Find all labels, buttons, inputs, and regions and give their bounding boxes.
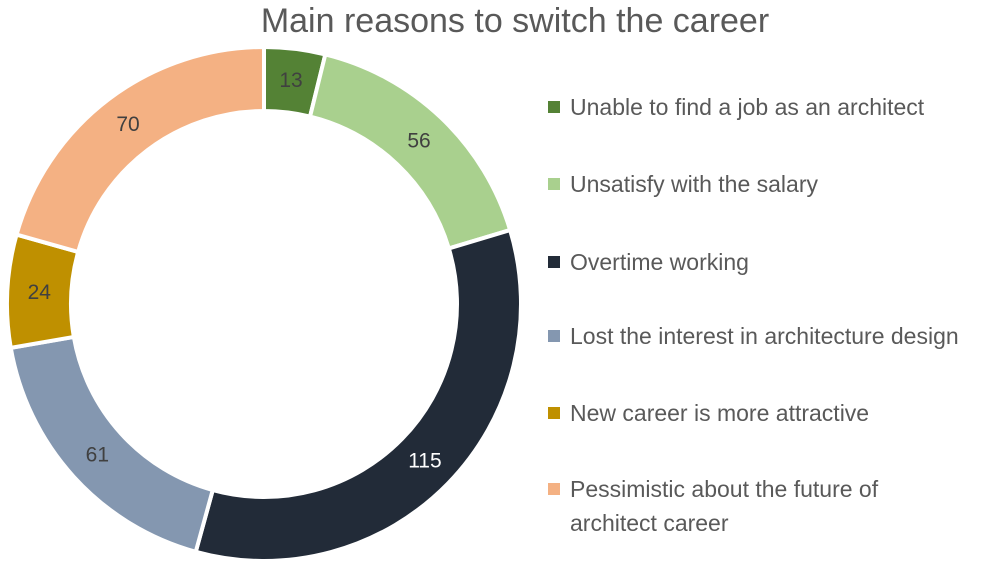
legend-item-unable-to-find-job: Unable to find a job as an architect [548, 90, 988, 124]
slice-value-label-lost-interest: 61 [86, 444, 109, 467]
slice-value-label-new-career: 24 [28, 281, 52, 304]
legend-item-pessimistic: Pessimistic about the future of architec… [548, 472, 968, 540]
legend-label: Unable to find a job as an architect [570, 94, 925, 120]
legend-item-new-career: New career is more attractive [548, 396, 988, 430]
legend-label: Overtime working [570, 249, 749, 275]
slice-value-label-overtime: 115 [408, 450, 441, 473]
legend-item-lost-interest: Lost the interest in architecture design [548, 319, 988, 353]
legend-label: New career is more attractive [570, 400, 870, 426]
legend-label: Lost the interest in architecture design [570, 323, 959, 349]
donut-slice-pessimistic [14, 44, 266, 255]
legend-swatch [548, 178, 560, 190]
legend-label: Pessimistic about the future of architec… [570, 476, 879, 536]
legend-swatch [548, 483, 560, 495]
slice-value-label-unable-to-find-job: 13 [279, 69, 302, 92]
legend-item-overtime: Overtime working [548, 245, 988, 279]
slice-value-label-pessimistic: 70 [116, 113, 139, 136]
donut-slice-overtime [193, 227, 523, 561]
legend-swatch [548, 256, 560, 268]
legend-item-salary: Unsatisfy with the salary [548, 167, 988, 201]
legend-label: Unsatisfy with the salary [570, 171, 818, 197]
legend-swatch [548, 330, 560, 342]
slice-value-label-salary: 56 [407, 129, 430, 152]
legend-swatch [548, 407, 560, 419]
legend-swatch [548, 101, 560, 113]
chart-title: Main reasons to switch the career [260, 2, 770, 40]
